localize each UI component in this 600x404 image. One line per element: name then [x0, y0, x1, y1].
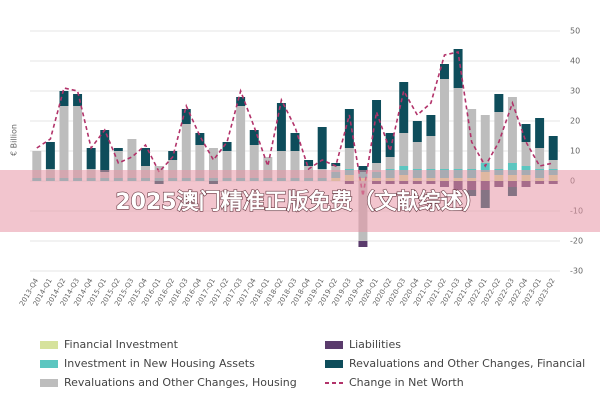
bar — [440, 64, 449, 79]
legend-label: Investment in New Housing Assets — [64, 357, 255, 370]
y-tick-label: 50 — [570, 27, 580, 36]
bar — [113, 148, 123, 151]
bar — [494, 94, 504, 112]
bar — [181, 109, 191, 124]
line — [36, 51, 554, 197]
y-axis-title: € Billion — [10, 124, 19, 156]
bar — [521, 124, 531, 142]
y-tick-label: 20 — [570, 117, 580, 126]
bar — [249, 145, 259, 178]
y-tick-label: -30 — [570, 267, 583, 276]
bar — [32, 151, 42, 178]
bar — [399, 82, 409, 133]
bar — [317, 127, 327, 169]
bar — [195, 133, 205, 145]
y-tick-label: 10 — [570, 147, 580, 156]
bar — [86, 148, 96, 169]
bar — [222, 151, 232, 178]
bar — [168, 160, 178, 178]
bar — [168, 151, 178, 160]
bar — [304, 160, 314, 166]
bar — [59, 91, 69, 106]
bar — [412, 142, 422, 169]
legend-swatch — [40, 341, 58, 349]
bar — [208, 148, 218, 178]
bar — [290, 133, 300, 151]
legend: Financial Investment Investment in New Ho… — [40, 338, 585, 389]
bar — [344, 148, 354, 169]
bar — [73, 106, 83, 178]
bar — [45, 142, 55, 169]
bar — [426, 136, 436, 169]
y-tick-label: 40 — [570, 57, 580, 66]
legend-swatch — [40, 379, 58, 387]
legend-swatch — [325, 360, 343, 368]
legend-label: Change in Net Worth — [349, 376, 464, 389]
legend-label: Revaluations and Other Changes, Housing — [64, 376, 297, 389]
bar — [507, 163, 517, 175]
bar — [276, 103, 286, 151]
bar — [113, 151, 123, 178]
bar — [358, 166, 368, 172]
bar — [521, 142, 531, 166]
bar — [385, 157, 395, 169]
bar — [385, 133, 395, 157]
bar — [290, 151, 300, 178]
banner — [0, 170, 600, 232]
legend-label: Liabilities — [349, 338, 401, 351]
bar — [440, 79, 449, 169]
bar — [412, 121, 422, 142]
bar — [127, 139, 137, 178]
bar — [548, 136, 558, 160]
bar — [467, 109, 477, 169]
bar — [59, 106, 69, 178]
bar — [548, 160, 558, 169]
bar — [480, 115, 490, 163]
bar — [249, 130, 259, 145]
bar — [507, 97, 517, 163]
bar — [276, 151, 286, 178]
bar — [453, 49, 463, 88]
bar — [426, 115, 436, 136]
bar — [222, 142, 232, 151]
legend-swatch — [40, 360, 58, 368]
bar — [100, 130, 110, 172]
bar — [141, 148, 150, 166]
bar — [358, 241, 368, 247]
legend-label: Revaluations and Other Changes, Financia… — [349, 357, 585, 370]
y-tick-label: -20 — [570, 237, 583, 246]
banner-text: 2025澳门精准正版免费（文献综述） — [115, 189, 484, 215]
bar — [331, 166, 341, 172]
bar — [236, 106, 246, 178]
bar — [535, 148, 545, 169]
bar — [399, 133, 409, 166]
plot-area: -30-20-10010203040502013-Q42014-Q12014-Q… — [18, 27, 583, 308]
bar — [372, 163, 382, 172]
bar — [453, 88, 463, 169]
bar — [73, 94, 83, 106]
y-tick-label: 30 — [570, 87, 580, 96]
bar — [236, 97, 246, 106]
legend-label: Financial Investment — [64, 338, 179, 351]
bar — [535, 118, 545, 148]
bar — [331, 163, 341, 166]
bar — [263, 157, 273, 178]
bar — [344, 109, 354, 148]
legend-swatch — [325, 341, 343, 349]
bar — [181, 124, 191, 178]
bar — [372, 100, 382, 163]
bar — [195, 145, 205, 178]
